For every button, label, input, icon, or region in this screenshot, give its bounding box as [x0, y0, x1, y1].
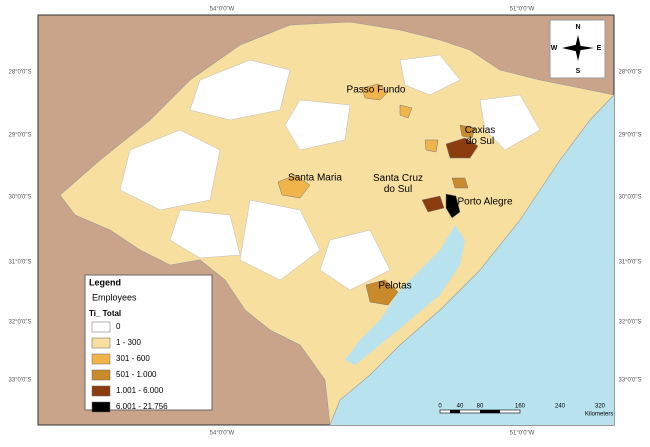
coord-label: 32°0'0"S [8, 320, 31, 326]
scale-bar [450, 410, 460, 413]
coord-label: 33°0'0"S [618, 378, 641, 384]
coord-label: 30°0'0"S [8, 195, 31, 201]
state [59, 21, 615, 426]
coord-label: 31°0'0"S [618, 260, 641, 266]
scale-unit: Kilometers [585, 412, 613, 418]
city-label: Porto Alegre [457, 197, 512, 208]
coord-label: 32°0'0"S [618, 320, 641, 326]
scale-label: 80 [477, 404, 484, 410]
city-region [277, 174, 311, 199]
legend-swatch [91, 321, 111, 333]
legend-label: 0 [116, 322, 121, 331]
legend-swatch [91, 353, 111, 365]
compass-rose [562, 35, 594, 61]
city-region [421, 195, 445, 213]
scale-label: 40 [457, 404, 464, 410]
legend-swatch [91, 369, 111, 381]
coord-label: 28°0'0"S [618, 70, 641, 76]
legend-title: Legend [89, 277, 121, 287]
city-region [424, 139, 439, 153]
coord-label: 30°0'0"S [618, 195, 641, 201]
compass-letter: E [597, 45, 602, 52]
coord-label: 51°0'0"W [510, 431, 535, 437]
coord-label: 28°0'0"S [8, 70, 31, 76]
scale-bar [480, 410, 500, 413]
city-region [445, 193, 461, 219]
legend-swatch [91, 337, 111, 349]
legend-label: 6.001 - 21.756 [116, 402, 168, 411]
coord-label: 54°0'0"W [210, 431, 235, 437]
coord-label: 29°0'0"S [618, 133, 641, 139]
city-region [459, 124, 476, 139]
city-region [361, 83, 389, 101]
legend-label: 1 - 300 [116, 338, 141, 347]
city-label: Pelotas [378, 281, 411, 292]
coord-label: 33°0'0"S [8, 378, 31, 384]
compass-letter: N [575, 24, 580, 31]
city-regions [277, 83, 479, 306]
coord-label: 31°0'0"S [8, 260, 31, 266]
city-region [445, 137, 479, 159]
scale-label: 160 [515, 404, 526, 410]
city-region [451, 177, 469, 189]
compass-letter: S [576, 68, 581, 75]
lagoon [345, 225, 465, 365]
city-region [399, 104, 413, 119]
city-region [365, 279, 399, 306]
scale-label: 0 [438, 404, 442, 410]
city-label: Santa Cruz do Sul [373, 173, 423, 195]
legend-label: 1.001 - 6.000 [116, 386, 164, 395]
legend-swatch [91, 385, 111, 397]
legend-field: Ti_ Total [89, 309, 121, 318]
legend-swatch [91, 401, 111, 413]
city-label: Santa Maria [288, 173, 342, 184]
zero-employee-areas [119, 54, 541, 291]
coord-label: 51°0'0"W [510, 7, 535, 13]
coord-label: 29°0'0"S [8, 133, 31, 139]
city-label: Caxias do Sul [465, 125, 496, 147]
legend-label: 301 - 600 [116, 354, 150, 363]
legend-label: 501 - 1.000 [116, 370, 157, 379]
scale-label: 240 [555, 404, 566, 410]
coord-label: 54°0'0"W [210, 7, 235, 13]
city-label: Passo Fundo [347, 85, 406, 96]
scale-label: 320 [595, 404, 606, 410]
legend-subtitle: Employees [92, 292, 137, 302]
ocean [330, 95, 614, 425]
compass-letter: W [551, 45, 558, 52]
